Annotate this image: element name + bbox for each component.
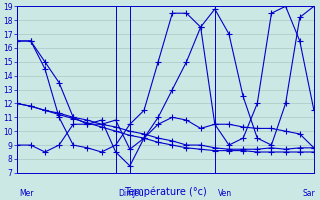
Text: Jeu: Jeu [133,189,144,198]
Text: Ven: Ven [218,189,232,198]
X-axis label: Température (°c): Température (°c) [124,187,207,197]
Text: Dim: Dim [118,189,134,198]
Text: Sar: Sar [303,189,315,198]
Text: Mer: Mer [20,189,34,198]
